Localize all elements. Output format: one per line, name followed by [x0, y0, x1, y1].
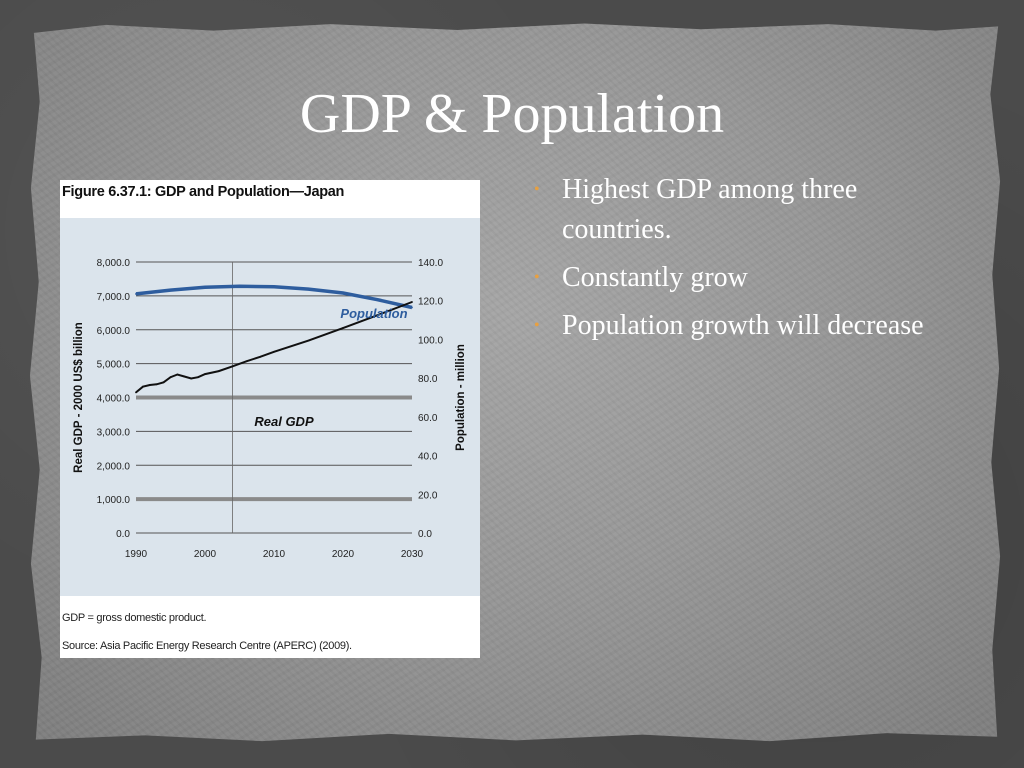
x-tick-label: 2010	[263, 549, 286, 560]
y-tick-label: 5,000.0	[97, 360, 131, 371]
bullet-text: Constantly grow	[562, 262, 748, 293]
data-point	[162, 381, 165, 384]
data-point	[273, 350, 275, 353]
y2-tick-label: 140.0	[418, 258, 443, 269]
bullet-text: Population growth will decrease	[562, 310, 924, 341]
figure-note: GDP = gross domestic product.	[62, 612, 207, 624]
y2-tick-label: 120.0	[418, 297, 443, 308]
x-tick-label: 2020	[332, 549, 355, 560]
bullet-item: • Highest GDP among three countries.	[530, 170, 950, 250]
y-tick-label: 8,000.0	[97, 258, 131, 269]
data-point	[238, 285, 241, 288]
data-point	[342, 292, 344, 294]
y2-axis-label: Population - million	[455, 344, 467, 451]
data-point	[231, 365, 234, 368]
data-point	[307, 339, 310, 342]
series-line-1	[135, 284, 413, 310]
bullet-icon: •	[534, 181, 540, 198]
bullet-text: Highest GDP among three countries.	[562, 174, 858, 245]
data-point	[411, 301, 413, 303]
bullet-icon: •	[534, 269, 540, 286]
y-tick-label: 3,000.0	[97, 427, 131, 438]
chart-area: 0.0 1,000.0 2,000.0 3,000.0 4,000.0 5,000.0 6,…	[60, 218, 480, 596]
x-tick-label: 2030	[401, 549, 424, 560]
data-point	[169, 289, 172, 291]
y-tick-label: 0.0	[116, 529, 130, 540]
x-tick-label: 1990	[125, 549, 148, 560]
y-tick-label: 4,000.0	[97, 394, 131, 405]
y-tick-label: 1,000.0	[97, 495, 131, 506]
data-point	[245, 360, 248, 363]
data-point	[155, 383, 158, 386]
y2-tick-label: 40.0	[418, 452, 438, 463]
y2-tick-label: 0.0	[418, 529, 432, 540]
figure-title: Figure 6.37.1: GDP and Population—Japan	[62, 184, 345, 200]
data-point	[411, 306, 413, 309]
data-point	[342, 327, 344, 329]
y-tick-label: 6,000.0	[97, 326, 131, 337]
y2-tick-label: 100.0	[418, 335, 443, 346]
figure-panel: Figure 6.37.1: GDP and Population—Japan …	[60, 180, 480, 658]
y-axis-label: Real GDP - 2000 US$ billion	[73, 322, 85, 473]
figure-source: Source: Asia Pacific Energy Research Cen…	[62, 640, 352, 652]
y2-tick-label: 60.0	[418, 413, 438, 424]
series-label-gdp: Real GDP	[254, 414, 314, 429]
data-point	[259, 355, 262, 358]
data-point	[190, 377, 193, 380]
gdp-population-chart: 0.0 1,000.0 2,000.0 3,000.0 4,000.0 5,000.0 6,…	[73, 258, 467, 560]
data-point	[307, 288, 310, 290]
bullet-item: • Constantly grow	[530, 258, 950, 298]
y2-tick-label: 20.0	[418, 490, 438, 501]
data-point	[176, 373, 179, 376]
data-point	[273, 285, 275, 288]
slide-title: GDP & Population	[299, 83, 725, 145]
data-point	[204, 373, 206, 376]
data-point	[376, 298, 379, 301]
y-tick-label: 2,000.0	[97, 461, 131, 472]
series-label-population: Population	[340, 306, 407, 321]
data-point	[197, 376, 200, 379]
data-point	[142, 385, 144, 388]
data-point	[217, 370, 220, 372]
bullet-item: • Population growth will decrease	[530, 306, 950, 346]
data-point	[376, 314, 379, 317]
bullet-icon: •	[534, 317, 540, 334]
data-point	[169, 376, 172, 379]
data-point	[148, 384, 151, 386]
data-point	[135, 293, 137, 295]
data-point	[183, 375, 186, 378]
y2-tick-label: 80.0	[418, 374, 438, 385]
series-line-2	[135, 301, 413, 394]
data-point	[204, 286, 206, 289]
bullet-list: • Highest GDP among three countries. • Con…	[530, 170, 950, 354]
data-point	[135, 391, 137, 394]
y-tick-label: 7,000.0	[97, 292, 131, 303]
x-tick-label: 2000	[194, 549, 217, 560]
